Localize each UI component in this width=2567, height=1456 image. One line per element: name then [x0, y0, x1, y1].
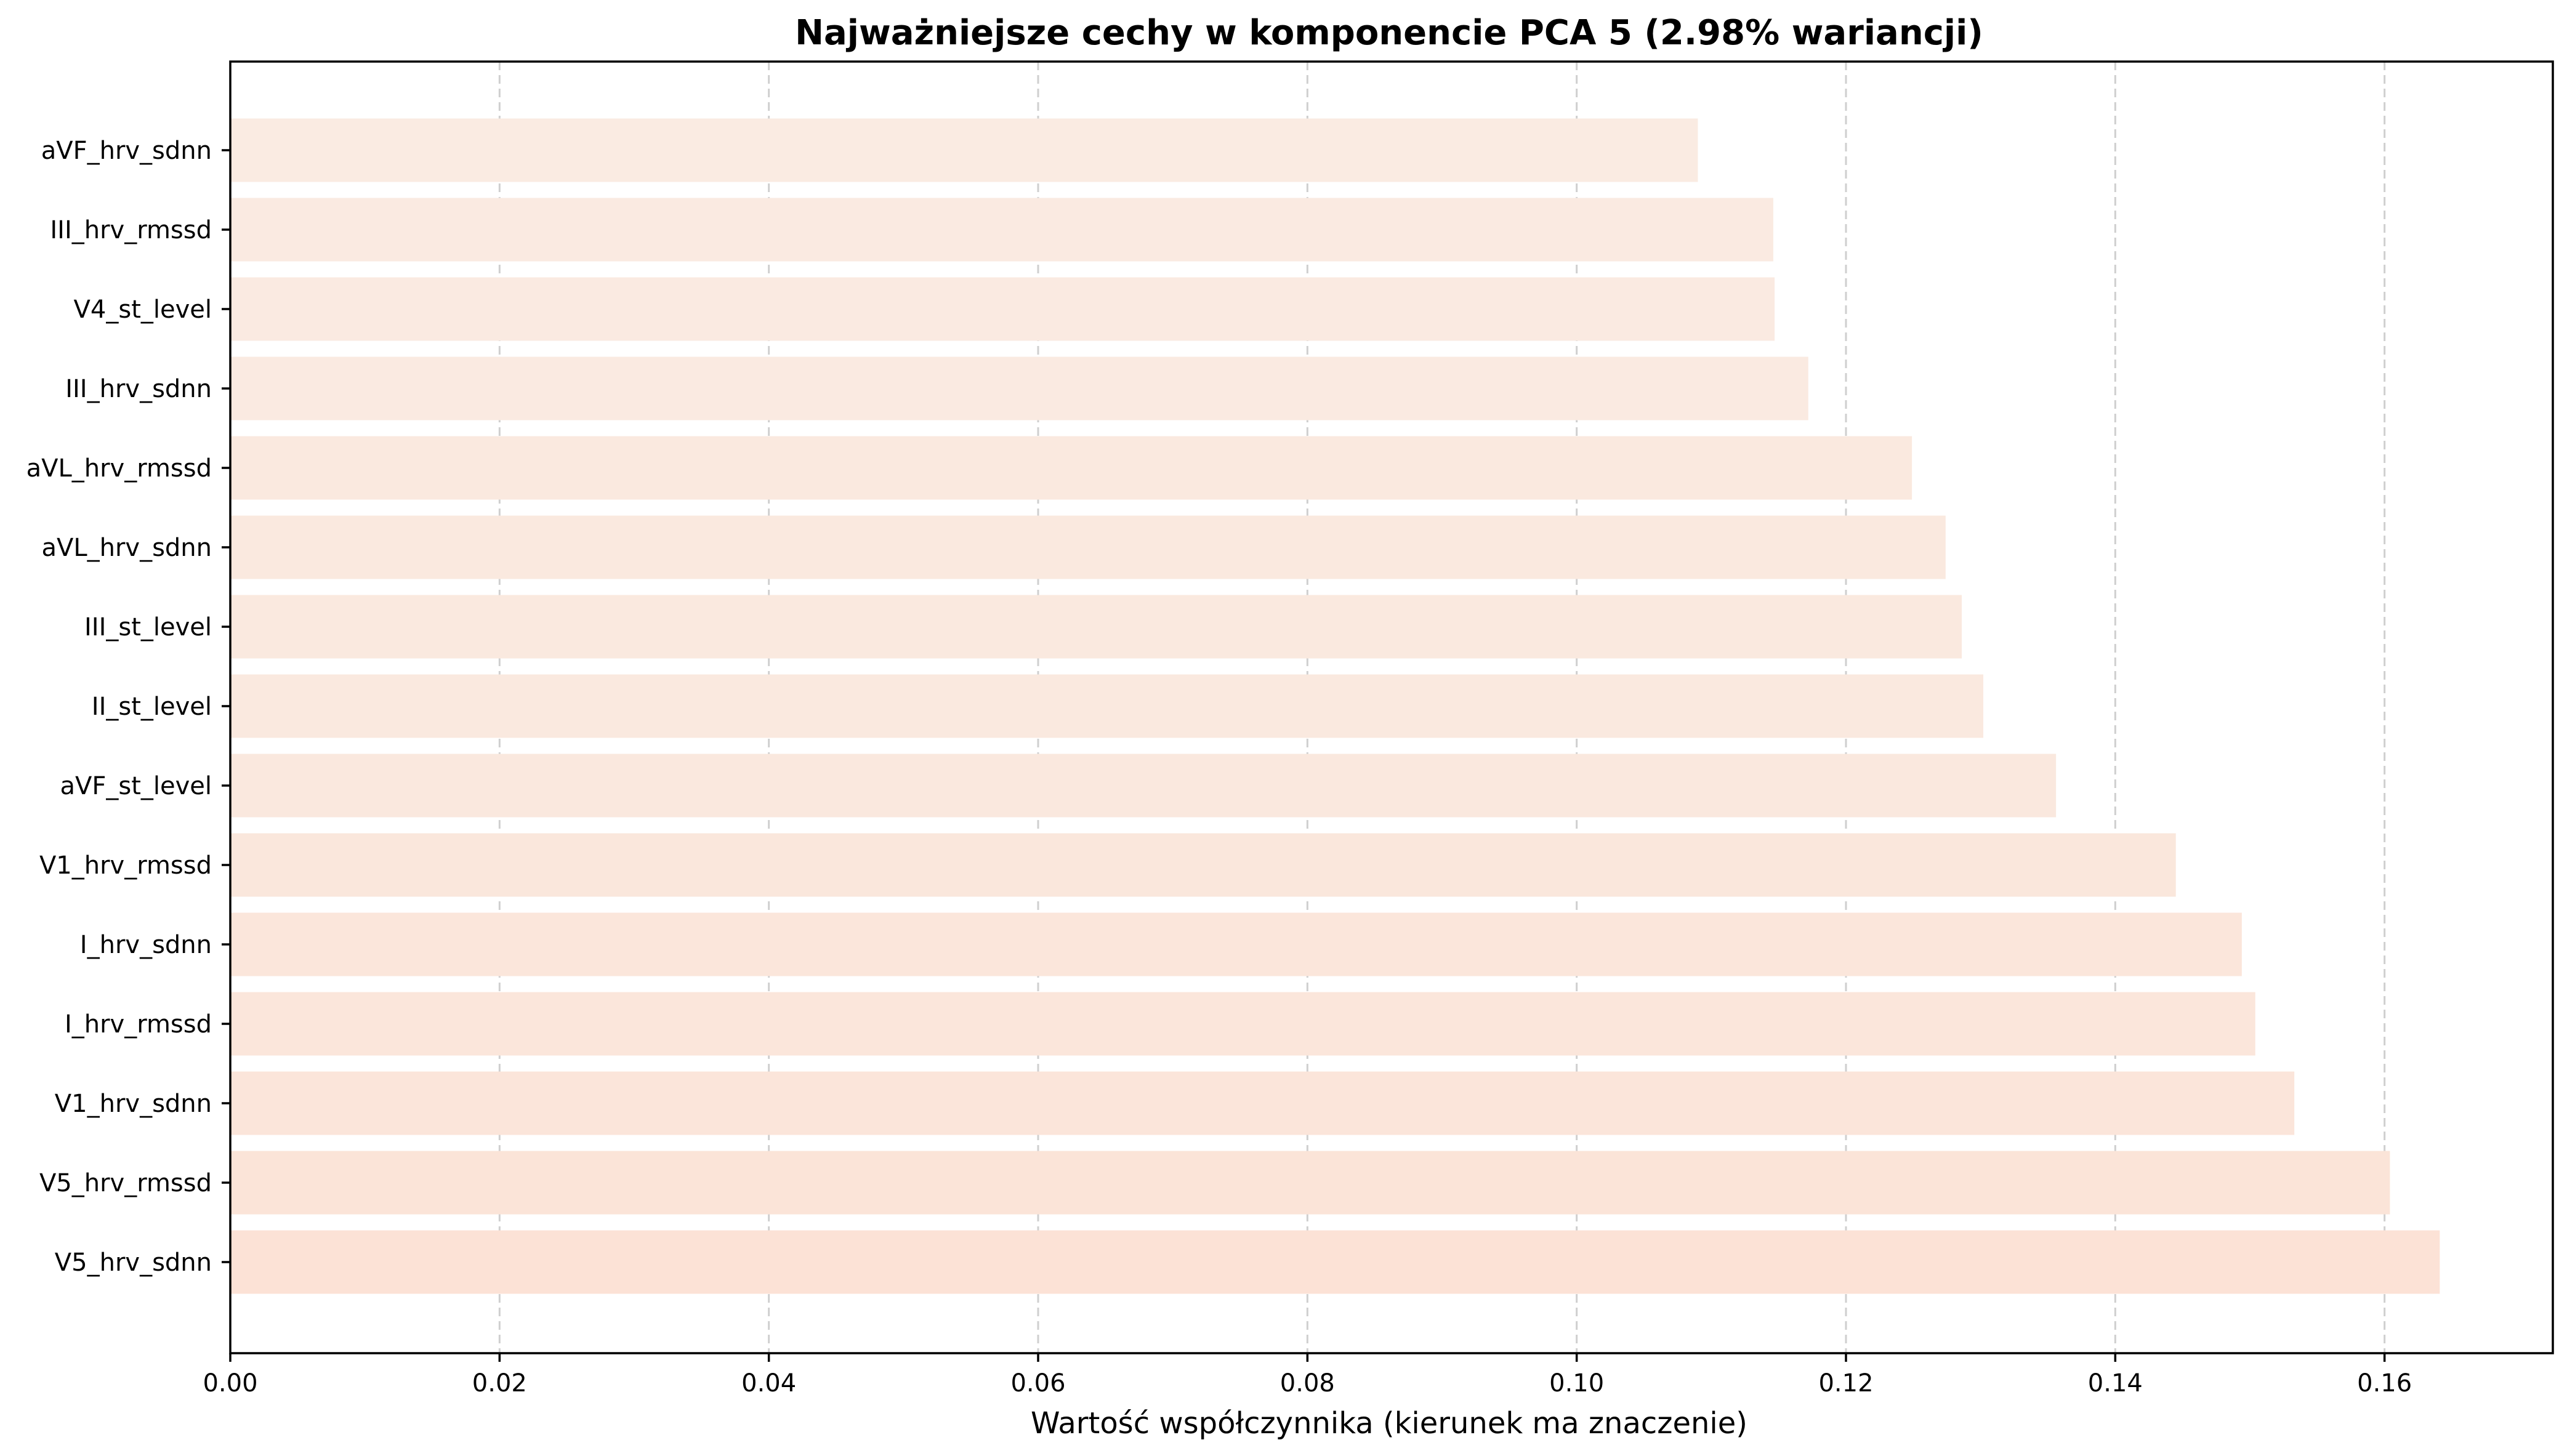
y-tick-label: III_hrv_sdnn — [65, 375, 212, 403]
x-tick-label: 0.14 — [2088, 1369, 2143, 1398]
x-tick-label: 0.12 — [1818, 1369, 1873, 1398]
bar-aVF_hrv_sdnn — [230, 118, 1698, 182]
y-tick-label: V1_hrv_sdnn — [55, 1090, 212, 1118]
y-tick-label: V1_hrv_rmssd — [39, 851, 212, 880]
x-tick-label: 0.02 — [472, 1369, 527, 1398]
x-tick-label: 0.08 — [1280, 1369, 1335, 1398]
bar-V5_hrv_rmssd — [230, 1151, 2390, 1215]
y-tick-label: III_hrv_rmssd — [50, 216, 212, 244]
bar-V1_hrv_sdnn — [230, 1071, 2295, 1135]
bar-I_hrv_rmssd — [230, 992, 2255, 1056]
bar-V5_hrv_sdnn — [230, 1230, 2440, 1294]
axes — [229, 60, 2554, 1354]
bar-V1_hrv_rmssd — [230, 833, 2176, 897]
bar-I_hrv_sdnn — [230, 912, 2242, 976]
bar-III_hrv_sdnn — [230, 356, 1808, 420]
x-tick-label: 0.04 — [741, 1369, 796, 1398]
y-tick-label: aVL_hrv_sdnn — [41, 534, 212, 562]
x-tick-label: 0.06 — [1010, 1369, 1065, 1398]
y-tick-label: aVF_hrv_sdnn — [41, 137, 212, 165]
x-axis-label: Wartość współczynnika (kierunek ma znacz… — [1031, 1406, 1747, 1441]
plot-frame — [229, 60, 2554, 1354]
bar-aVL_hrv_sdnn — [230, 515, 1946, 579]
x-tick-label: 0.00 — [203, 1369, 257, 1398]
bar-II_st_level — [230, 674, 1984, 738]
bar-III_hrv_rmssd — [230, 198, 1773, 262]
y-tick-label: III_st_level — [84, 613, 212, 642]
y-tick-label: V5_hrv_rmssd — [39, 1169, 212, 1197]
y-ticks: aVF_hrv_sdnn III_hrv_rmssd V4_st_level III_… — [26, 137, 230, 1277]
y-tick-label: aVL_hrv_rmssd — [26, 454, 212, 483]
y-tick-label: V4_st_level — [74, 296, 212, 324]
bar-aVF_st_level — [230, 754, 2057, 818]
x-ticks: 0.00 0.02 0.04 0.06 0.08 0.10 0.12 0.14 0.16 — [203, 1353, 2412, 1398]
chart-title: Najważniejsze cechy w komponencie PCA 5 … — [795, 13, 1983, 53]
bar-aVL_hrv_rmssd — [230, 436, 1912, 500]
bar-V4_st_level — [230, 277, 1775, 341]
y-tick-label: V5_hrv_sdnn — [55, 1249, 212, 1277]
y-tick-label: II_st_level — [92, 693, 212, 721]
x-tick-label: 0.16 — [2357, 1369, 2412, 1398]
x-tick-label: 0.10 — [1549, 1369, 1604, 1398]
bars — [230, 118, 2440, 1294]
y-tick-label: I_hrv_rmssd — [65, 1010, 212, 1039]
grid-lines — [498, 62, 2386, 1353]
y-tick-label: aVF_st_level — [60, 772, 212, 800]
y-tick-label: I_hrv_sdnn — [80, 931, 212, 959]
bar-III_st_level — [230, 595, 1962, 659]
